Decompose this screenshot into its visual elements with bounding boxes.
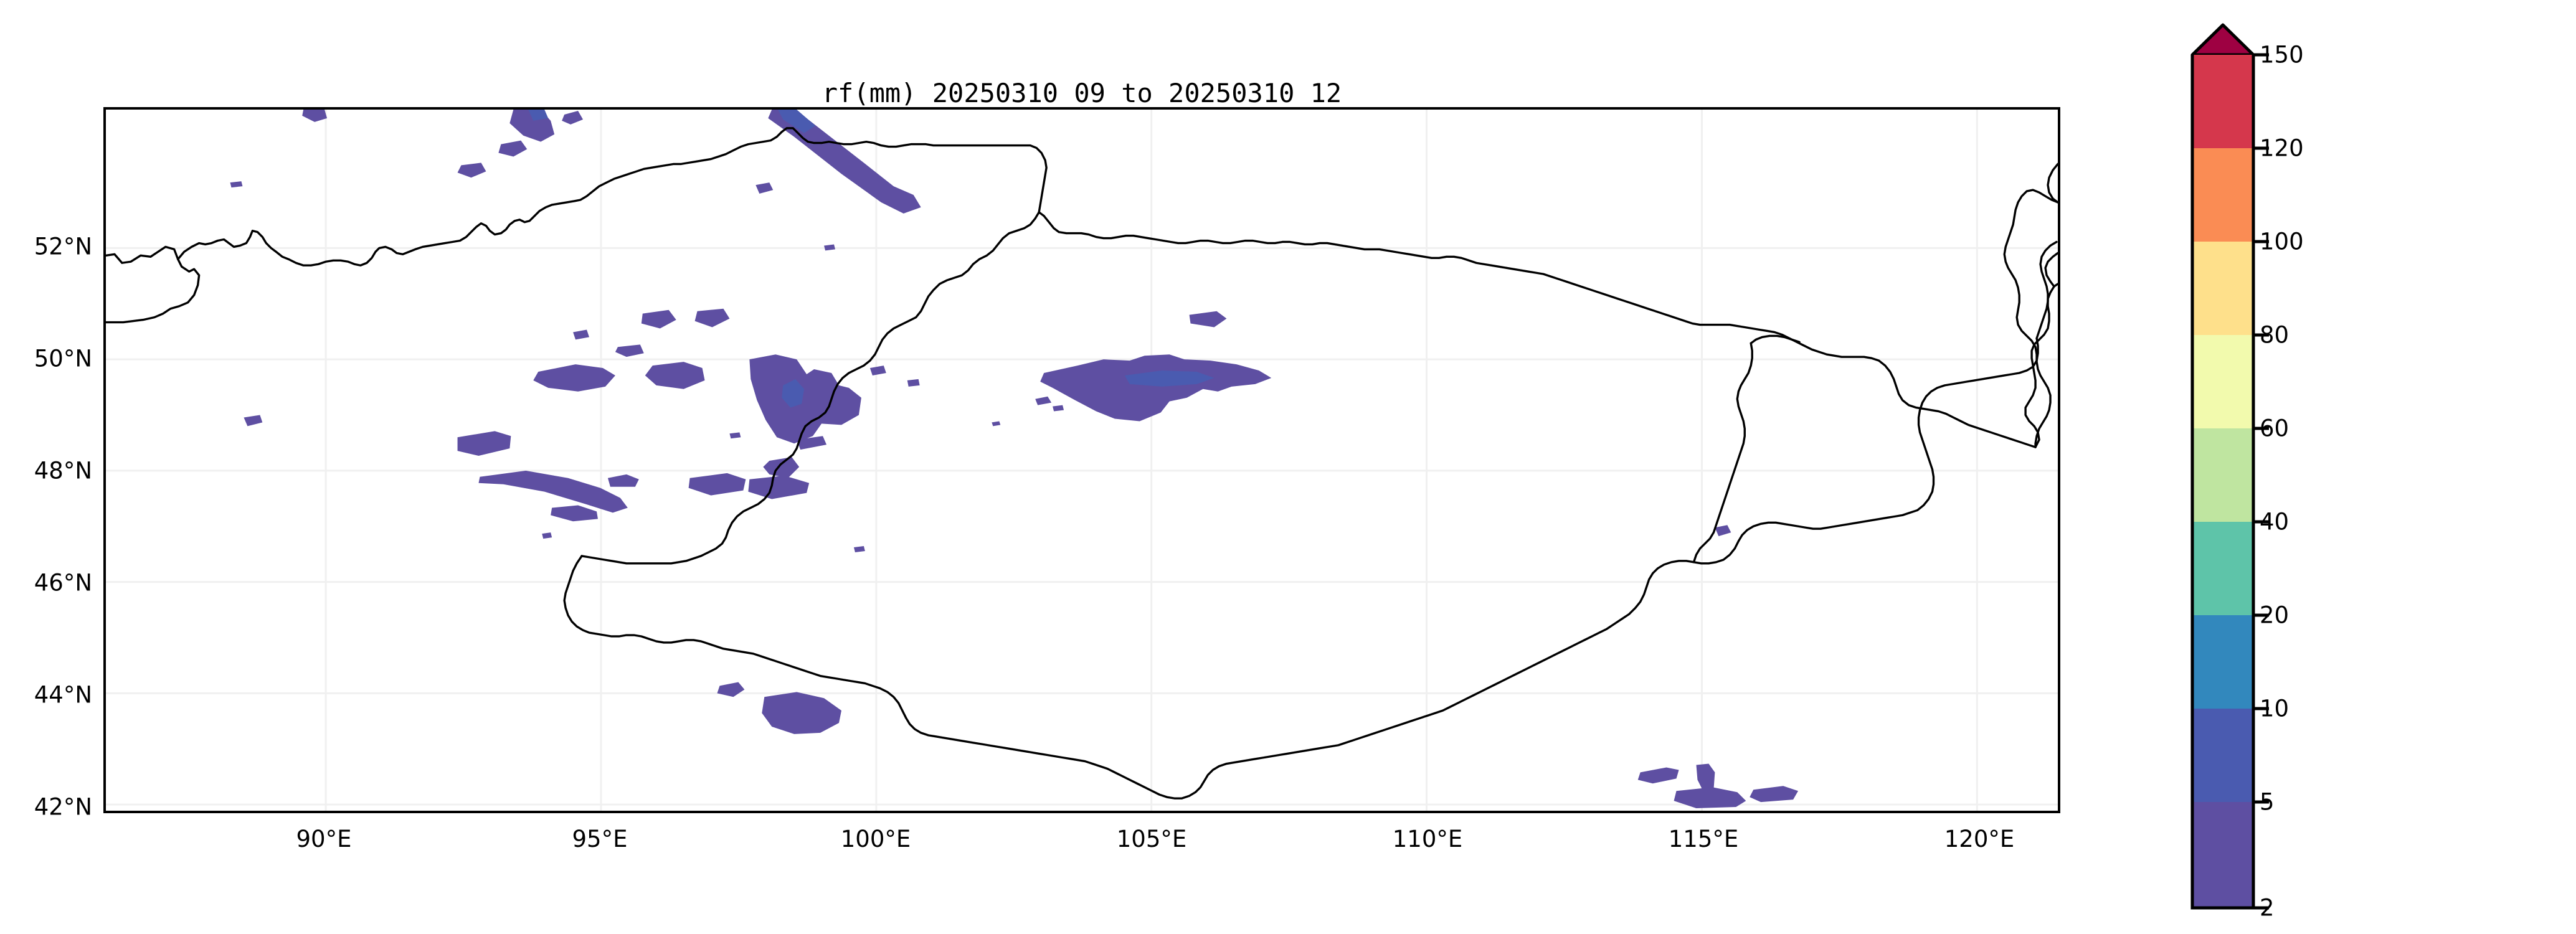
colorbar-outline [2190, 55, 2255, 910]
ytick-label-42N: 42°N [34, 793, 92, 821]
map-axes [103, 107, 2060, 813]
colorbar-band-120-150 [2192, 55, 2253, 148]
colorbar-tick-label-2: 2 [2260, 894, 2275, 922]
colorbar: 150 120 100 80 60 40 20 10 5 2 [2180, 23, 2504, 922]
xtick-label-120E: 120°E [1944, 826, 2015, 852]
colorbar-band-2-5 [2192, 802, 2253, 908]
xtick-label-105E: 105°E [1116, 826, 1187, 852]
colorbar-tick-label-100: 100 [2260, 228, 2304, 255]
xtick-label-100E: 100°E [840, 826, 911, 852]
precip-band-5-10 [528, 110, 1215, 408]
colorbar-tick-label-10: 10 [2260, 695, 2290, 722]
colorbar-tick-label-150: 150 [2260, 41, 2304, 68]
colorbar-extend-arrow [2190, 23, 2255, 57]
colorbar-tick-label-80: 80 [2260, 321, 2290, 349]
longitude-tick-labels: 90°E 95°E 100°E 105°E 110°E 115°E 120°E [103, 826, 2060, 863]
colorbar-tick-label-20: 20 [2260, 601, 2290, 629]
colorbar-band-20-40 [2192, 522, 2253, 615]
ytick-label-48N: 48°N [34, 457, 92, 484]
map-content [106, 110, 2058, 809]
colorbar-tick-label-60: 60 [2260, 415, 2290, 442]
colorbar-band-5-10 [2192, 709, 2253, 802]
colorbar-tick-label-5: 5 [2260, 788, 2275, 816]
country-borders [106, 127, 2058, 800]
colorbar-tick-label-40: 40 [2260, 508, 2290, 535]
precip-band-2-5 [230, 110, 1799, 809]
xtick-label-110E: 110°E [1392, 826, 1463, 852]
colorbar-band-40-60 [2192, 428, 2253, 522]
colorbar-band-10-20 [2192, 615, 2253, 709]
colorbar-tick-label-120: 120 [2260, 134, 2304, 162]
ytick-label-44N: 44°N [34, 681, 92, 709]
latitude-tick-labels: 52°N 50°N 48°N 46°N 44°N 42°N [0, 107, 92, 821]
xtick-label-95E: 95°E [572, 826, 628, 852]
colorbar-band-60-80 [2192, 335, 2253, 428]
xtick-label-115E: 115°E [1668, 826, 1739, 852]
map-clip-region [106, 110, 2058, 811]
ytick-label-50N: 50°N [34, 345, 92, 372]
title-line-primary: rf(mm) 20250310_09 to 20250310_12 [822, 77, 1342, 108]
colorbar-swatches [2190, 23, 2269, 910]
ytick-label-52N: 52°N [34, 233, 92, 260]
colorbar-band-100-120 [2192, 148, 2253, 242]
xtick-label-90E: 90°E [296, 826, 352, 852]
colorbar-band-80-100 [2192, 242, 2253, 335]
ytick-label-46N: 46°N [34, 569, 92, 597]
colorbar-ticks [2253, 53, 2269, 910]
